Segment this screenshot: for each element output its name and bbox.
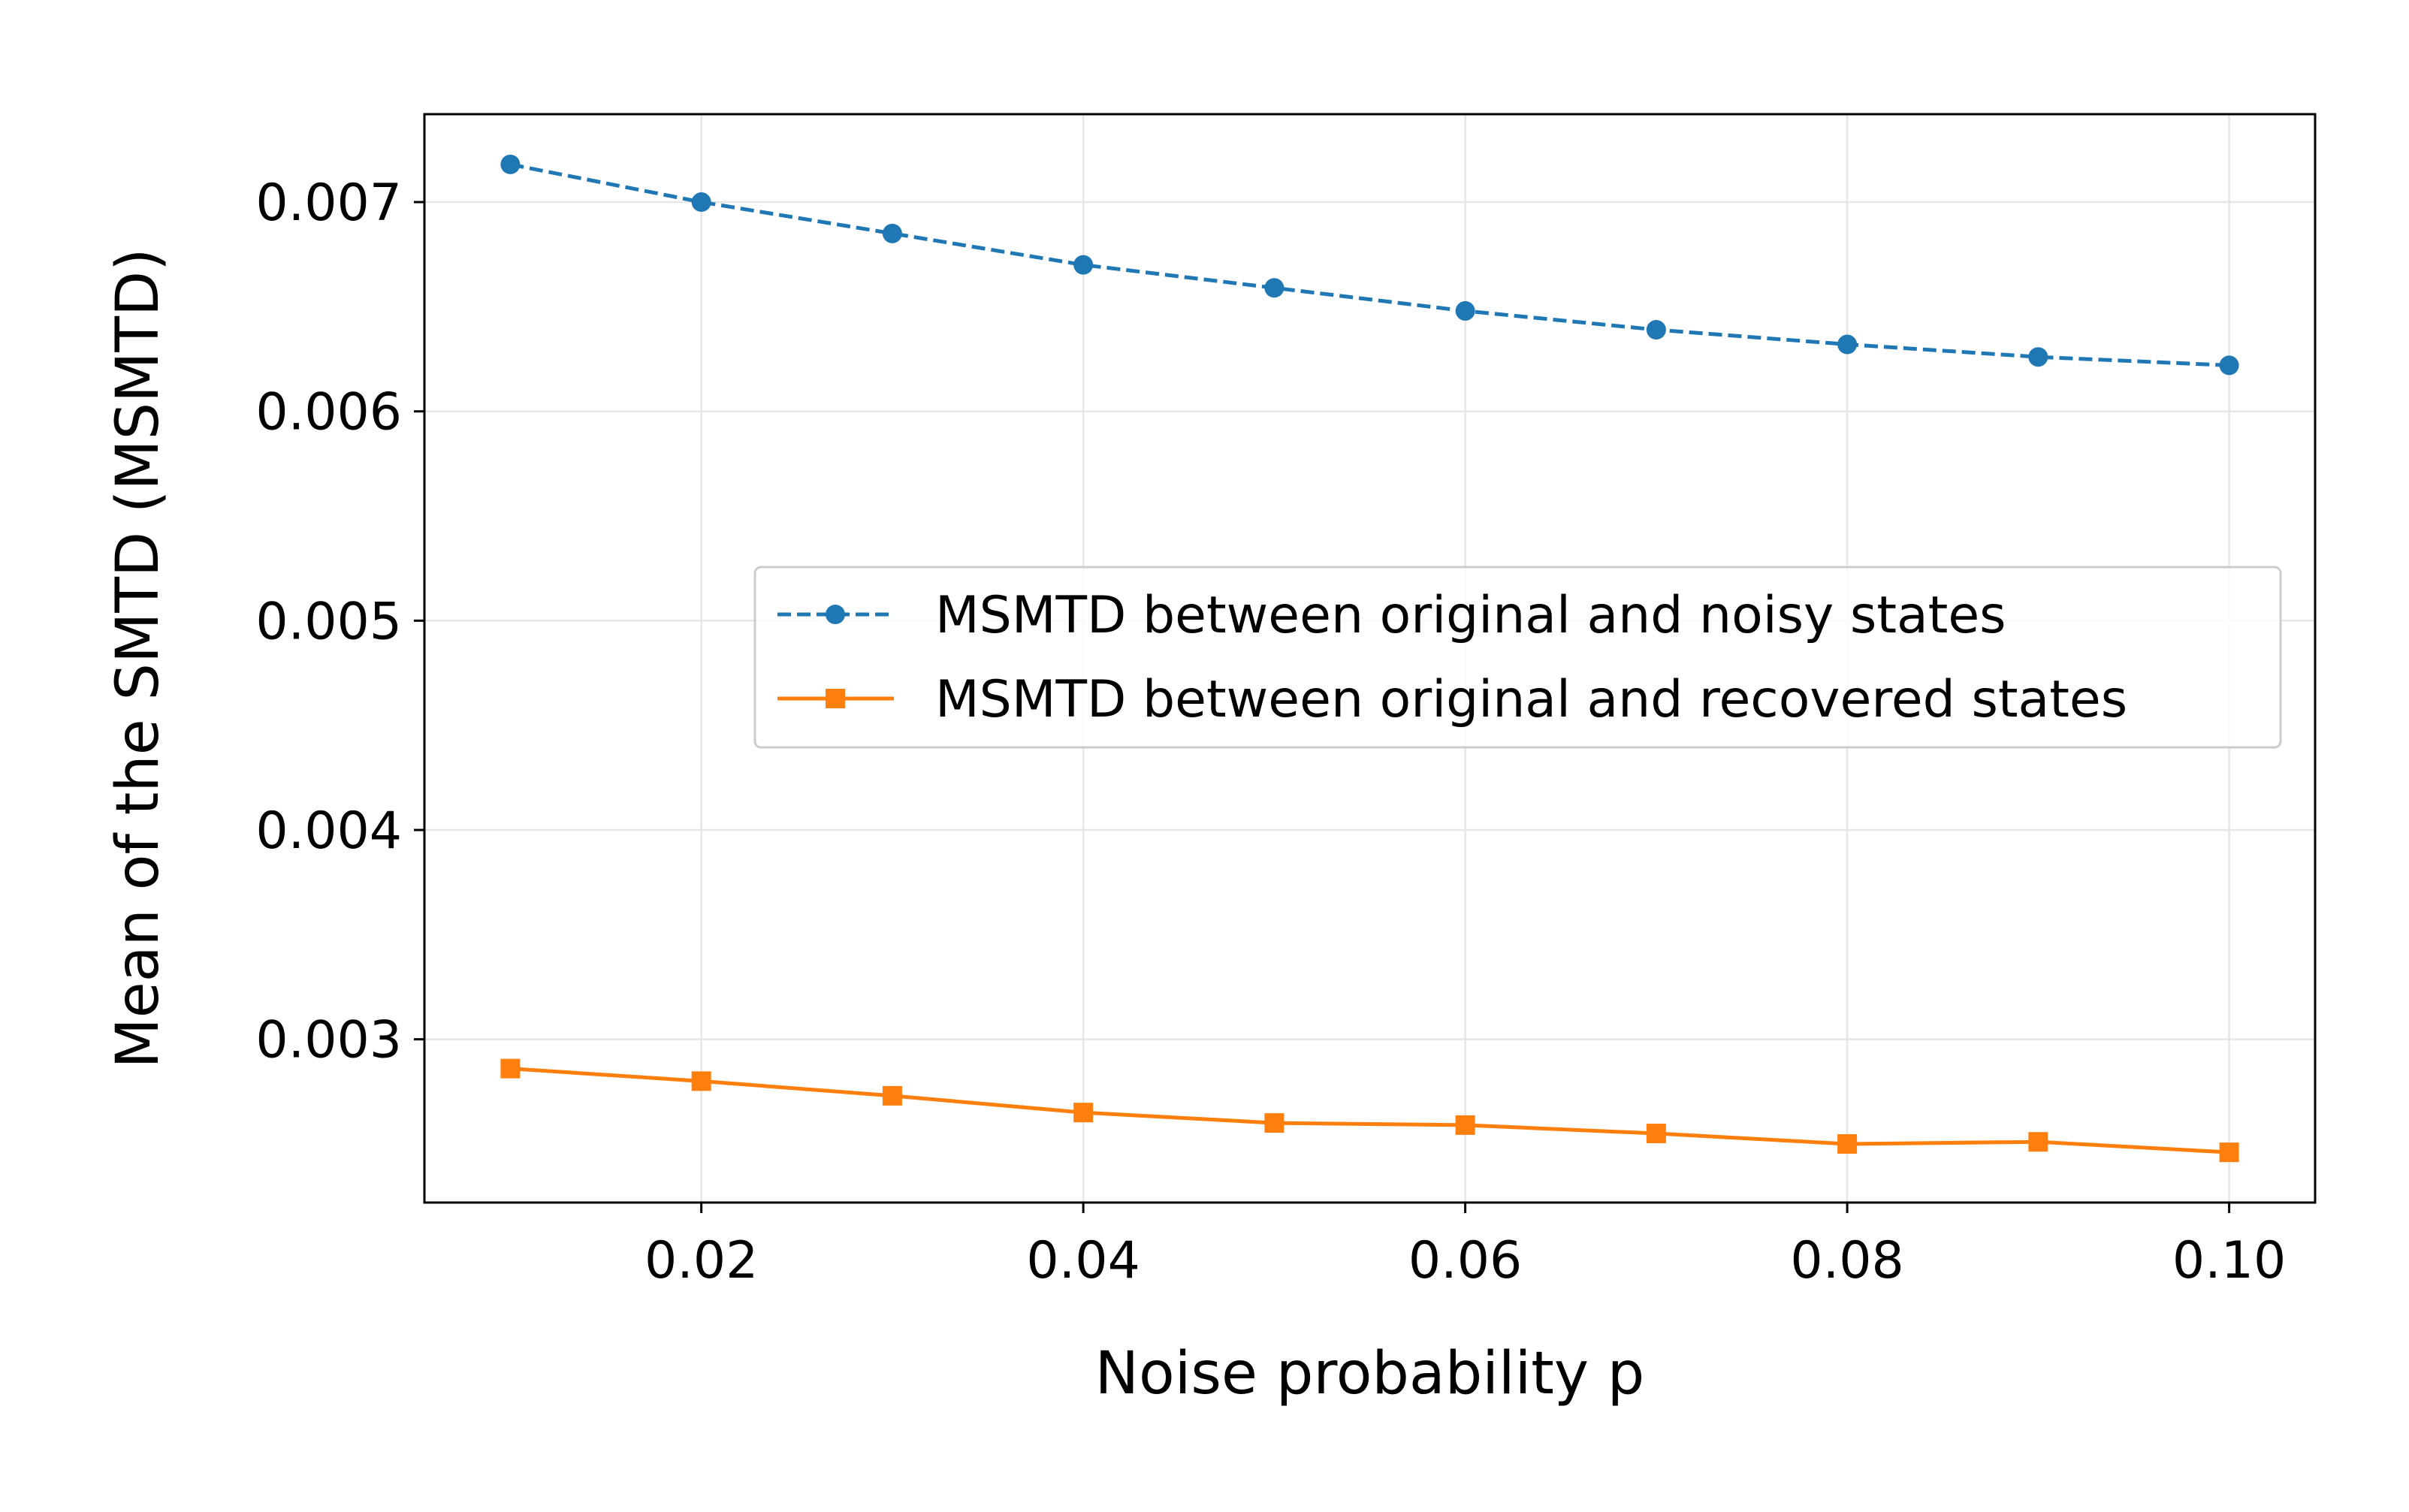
data-point [1646,320,1666,340]
data-point [691,1071,711,1091]
data-point [1073,255,1094,275]
data-point [500,154,521,174]
series-line [510,1067,2229,1154]
data-point [1455,1115,1475,1135]
data-point [500,1058,521,1079]
y-tick-label: 0.006 [255,383,402,442]
data-point [2219,1142,2239,1163]
plot-frame [423,113,2317,1204]
series-1 [500,154,2239,376]
data-point [1837,1133,1858,1154]
x-tick-label: 0.10 [2172,1231,2286,1290]
x-tick-label: 0.08 [1790,1231,1903,1290]
x-tick-label: 0.06 [1408,1231,1522,1290]
data-point [2028,347,2048,367]
data-point [2219,355,2239,376]
data-point [1455,300,1475,321]
data-point [1264,1113,1284,1133]
legend-label: MSMTD between original and recovered sta… [935,670,2127,729]
data-point [1646,1124,1666,1144]
data-point [882,1085,902,1106]
legend-box [753,566,2282,749]
y-tick-label: 0.005 [255,592,402,651]
data-point [2028,1132,2048,1152]
x-axis-title: Noise probability p [1095,1340,1645,1408]
data-point [882,223,902,243]
y-tick-label: 0.004 [255,801,402,861]
data-point [691,192,711,213]
y-tick-label: 0.007 [255,174,402,233]
y-axis-title: Mean of the SMTD (MSMTD) [104,248,172,1068]
series-layer [500,154,2239,1163]
legend-item: MSMTD between original and recovered sta… [777,670,2127,729]
data-point [1264,278,1284,298]
data-point [1073,1103,1094,1123]
legend: MSMTD between original and noisy states M… [753,566,2282,749]
ticks: 0.02 0.04 0.06 0.08 0.10 0.003 0.004 0.005 0.006… [255,174,2286,1290]
series-line [509,162,2229,367]
legend-marker [826,605,845,624]
y-tick-label: 0.003 [255,1011,402,1070]
series-2 [500,1058,2239,1163]
x-tick-label: 0.04 [1026,1231,1140,1290]
x-tick-label: 0.02 [645,1231,758,1290]
legend-item: MSMTD between original and noisy states [777,586,2006,645]
legend-label: MSMTD between original and noisy states [935,586,2006,645]
legend-marker [826,689,845,708]
data-point [1837,334,1858,355]
